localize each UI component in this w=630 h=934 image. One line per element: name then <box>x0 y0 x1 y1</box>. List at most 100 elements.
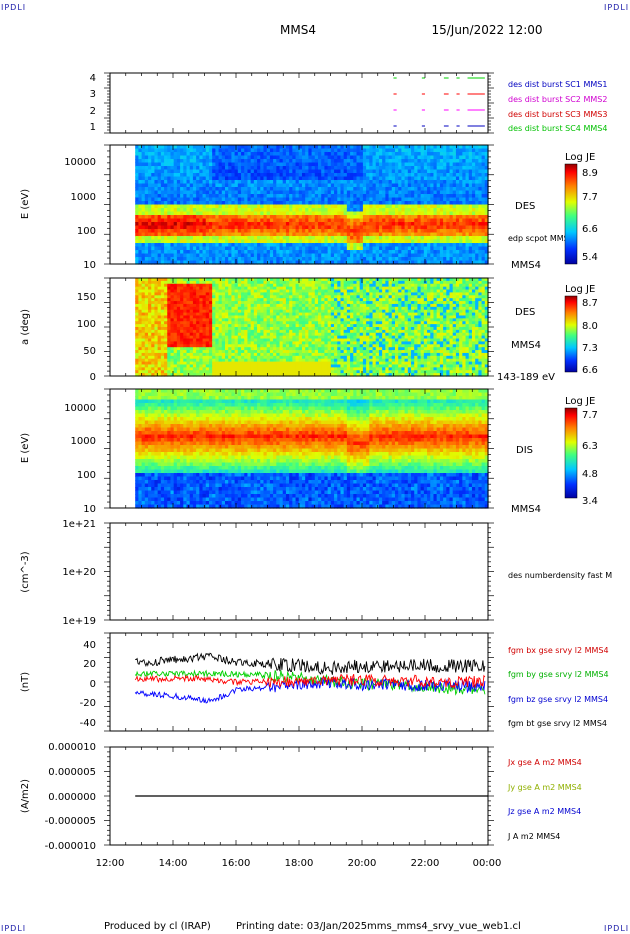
des-energy-cell <box>314 229 319 234</box>
des-energy-cell <box>285 155 290 160</box>
des-energy-cell <box>298 204 303 209</box>
des-energy-cell <box>446 162 451 167</box>
des-energy-cell <box>484 197 489 202</box>
des-energy-cell <box>356 211 361 216</box>
des-energy-cell <box>362 176 367 181</box>
des-energy-cell <box>247 232 252 237</box>
des-energy-cell <box>314 176 319 181</box>
des-energy-cell <box>446 204 451 209</box>
des-energy-cell <box>401 197 406 202</box>
des-pitch-cell <box>244 364 249 368</box>
des-energy-cell <box>375 162 380 167</box>
des-energy-cell <box>359 253 364 258</box>
des-energy-cell <box>407 250 412 255</box>
des-energy-cell <box>279 159 284 164</box>
des-energy-cell <box>135 166 140 171</box>
des-energy-cell <box>321 183 326 188</box>
des-energy-cell <box>144 246 149 251</box>
des-energy-cell <box>427 229 431 234</box>
des-energy-cell <box>478 222 483 227</box>
des-energy-cell <box>199 218 204 223</box>
des-energy-cell <box>401 239 406 244</box>
des-pitch-cell <box>196 341 200 345</box>
des-pitch-cell <box>135 329 140 334</box>
des-energy-cell <box>276 208 281 213</box>
des-energy-cell <box>138 145 143 150</box>
des-energy-cell <box>423 211 428 216</box>
des-energy-cell <box>356 155 361 160</box>
des-energy-cell <box>468 208 473 213</box>
des-pitch-cell <box>247 295 252 299</box>
des-pitch-cell <box>215 283 220 288</box>
des-energy-cell <box>173 190 178 195</box>
des-energy-cell <box>388 183 393 188</box>
des-energy-cell <box>225 155 229 160</box>
des-energy-cell <box>205 197 210 202</box>
des-energy-cell <box>151 187 156 192</box>
des-energy-cell <box>475 260 479 265</box>
des-energy-cell <box>305 169 309 174</box>
des-energy-cell <box>353 246 358 251</box>
des-energy-cell <box>334 232 338 237</box>
des-energy-cell <box>350 180 354 185</box>
des-pitch-cell <box>205 341 210 345</box>
des-energy-cell <box>196 176 200 181</box>
des-energy-cell <box>289 211 293 216</box>
des-energy-cell <box>253 246 258 251</box>
des-pitch-cell <box>189 309 194 314</box>
des-pitch-cell <box>141 364 146 368</box>
des-energy-cell <box>334 194 338 199</box>
des-pitch-cell <box>205 347 210 351</box>
des-energy-cell <box>157 218 162 223</box>
des-energy-cell <box>423 246 428 251</box>
des-energy-cell <box>404 159 409 164</box>
des-energy-cell <box>173 194 178 199</box>
des-energy-cell <box>164 187 168 192</box>
des-energy-ytick-100: 100 <box>77 226 96 237</box>
des-energy-cell <box>186 229 191 234</box>
des-energy-cell <box>263 173 268 178</box>
des-energy-cell <box>459 159 463 164</box>
des-energy-cell <box>391 169 396 174</box>
des-energy-cell <box>253 236 258 241</box>
des-energy-cell <box>423 250 428 255</box>
des-energy-cell <box>327 190 332 195</box>
des-energy-cell <box>148 246 152 251</box>
des-energy-cell <box>324 218 329 223</box>
des-pitch-cell <box>199 373 204 377</box>
des-pitch-cell <box>241 292 245 296</box>
des-energy-cell <box>154 239 159 244</box>
des-energy-cell <box>199 229 204 234</box>
des-energy-cell <box>186 148 191 153</box>
des-pitch-cell <box>176 283 181 288</box>
des-energy-cell <box>237 190 242 195</box>
des-energy-cell <box>305 253 309 258</box>
des-pitch-cell <box>144 289 149 294</box>
des-energy-cell <box>420 253 425 258</box>
des-energy-cell <box>144 159 149 164</box>
des-energy-cell <box>449 152 454 157</box>
des-energy-cell <box>398 180 403 185</box>
des-energy-cell <box>327 169 332 174</box>
des-energy-cell <box>430 159 435 164</box>
des-energy-cell <box>285 173 290 178</box>
des-energy-cell <box>330 218 335 223</box>
des-energy-cell <box>289 173 293 178</box>
des-pitch-cell <box>212 367 216 371</box>
des-energy-cell <box>279 257 284 262</box>
des-energy-cell <box>446 159 451 164</box>
des-energy-cell <box>279 211 284 216</box>
des-pitch-cell <box>144 283 149 288</box>
des-energy-cell <box>362 162 367 167</box>
des-energy-cell <box>176 183 181 188</box>
des-pitch-cell <box>183 280 188 285</box>
des-energy-cell <box>311 169 316 174</box>
des-energy-cell <box>305 190 309 195</box>
des-pitch-cell <box>183 335 188 340</box>
des-energy-cell <box>160 176 165 181</box>
des-energy-cell <box>244 169 249 174</box>
des-pitch-cell <box>170 280 175 285</box>
des-energy-cell <box>324 246 329 251</box>
des-energy-cell <box>173 222 178 227</box>
des-energy-cell <box>391 190 396 195</box>
